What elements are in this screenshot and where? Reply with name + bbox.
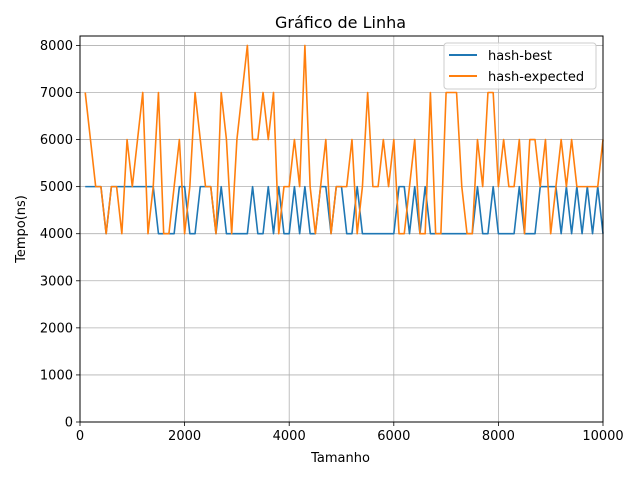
x-tick-label: 10000 — [582, 429, 623, 444]
axis-ticks: 0 2000 4000 6000 8000 10000 0 1000 2000 3000 4000 5… — [40, 39, 624, 444]
legend-label-hash-expected: hash-expected — [488, 70, 584, 85]
legend-box — [443, 42, 597, 90]
y-axis-label: Tempo(ns) — [14, 195, 29, 264]
y-tick-label: 7000 — [40, 86, 73, 101]
x-tick-label: 6000 — [377, 429, 410, 444]
x-axis-label: Tamanho — [310, 451, 370, 466]
grid-lines — [79, 36, 604, 423]
series-line-hash-expected — [84, 44, 604, 235]
x-tick-label: 4000 — [273, 429, 306, 444]
plot-frame — [79, 35, 604, 423]
series-layer — [84, 44, 604, 235]
y-tick-label: 6000 — [40, 133, 73, 148]
series-line-hash-best — [85, 185, 604, 235]
x-tick-label: 0 — [76, 429, 84, 444]
legend-label-hash-best: hash-best — [488, 49, 552, 64]
y-tick-label: 4000 — [40, 227, 73, 242]
y-tick-label: 3000 — [40, 274, 73, 289]
y-tick-label: 1000 — [40, 368, 73, 383]
y-tick-label: 2000 — [40, 321, 73, 336]
y-tick-label: 0 — [65, 416, 73, 431]
x-tick-label: 2000 — [168, 429, 201, 444]
x-tick-label: 8000 — [482, 429, 515, 444]
y-tick-label: 5000 — [40, 180, 73, 195]
y-tick-label: 8000 — [40, 39, 73, 54]
legend: hash-best hash-expected — [443, 42, 597, 90]
chart-title: Gráfico de Linha — [275, 13, 406, 32]
